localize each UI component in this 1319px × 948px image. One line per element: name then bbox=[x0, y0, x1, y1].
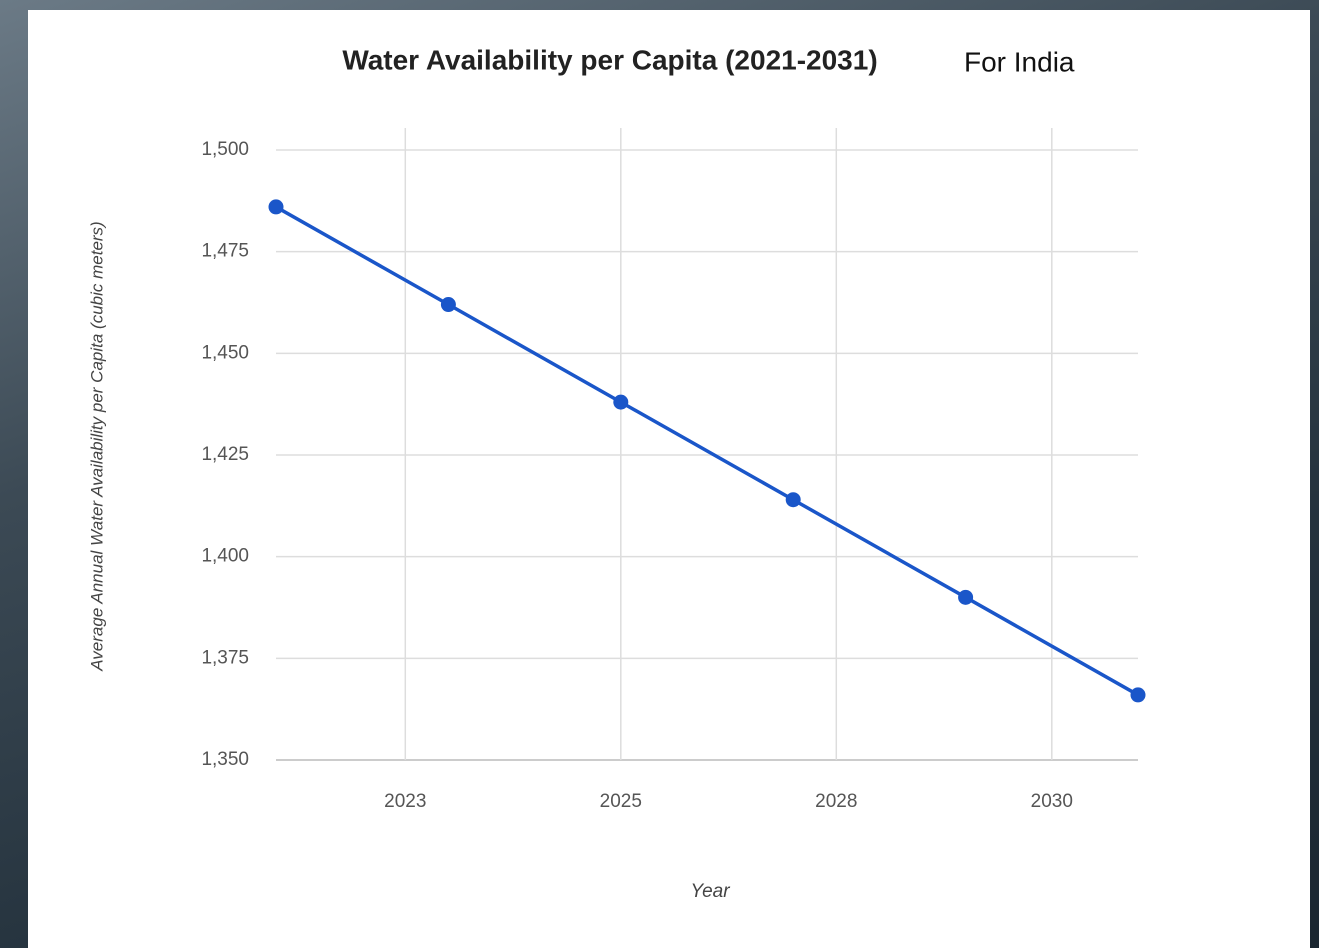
y-tick-label: 1,375 bbox=[201, 647, 249, 668]
data-point bbox=[1130, 687, 1146, 703]
chart-title: Water Availability per Capita (2021-2031… bbox=[342, 44, 877, 75]
x-axis-label: Year bbox=[690, 881, 730, 902]
data-point bbox=[785, 492, 801, 508]
data-point bbox=[613, 394, 629, 410]
y-axis-label: Average Annual Water Availability per Ca… bbox=[87, 221, 106, 671]
y-tick-label: 1,500 bbox=[201, 139, 249, 160]
chart-panel bbox=[28, 10, 1310, 948]
data-point bbox=[268, 199, 284, 215]
data-point bbox=[440, 297, 456, 313]
y-tick-label: 1,450 bbox=[201, 342, 249, 363]
y-tick-label: 1,400 bbox=[201, 546, 249, 567]
x-tick-label: 2028 bbox=[815, 791, 857, 812]
x-tick-label: 2025 bbox=[600, 791, 642, 812]
y-tick-label: 1,350 bbox=[201, 749, 249, 770]
chart-subtitle: For India bbox=[964, 46, 1075, 77]
x-tick-label: 2030 bbox=[1031, 791, 1073, 812]
data-point bbox=[958, 589, 974, 605]
y-tick-label: 1,425 bbox=[201, 444, 249, 465]
x-tick-label: 2023 bbox=[384, 791, 426, 812]
data-line bbox=[275, 205, 1139, 697]
y-tick-label: 1,475 bbox=[201, 241, 249, 262]
